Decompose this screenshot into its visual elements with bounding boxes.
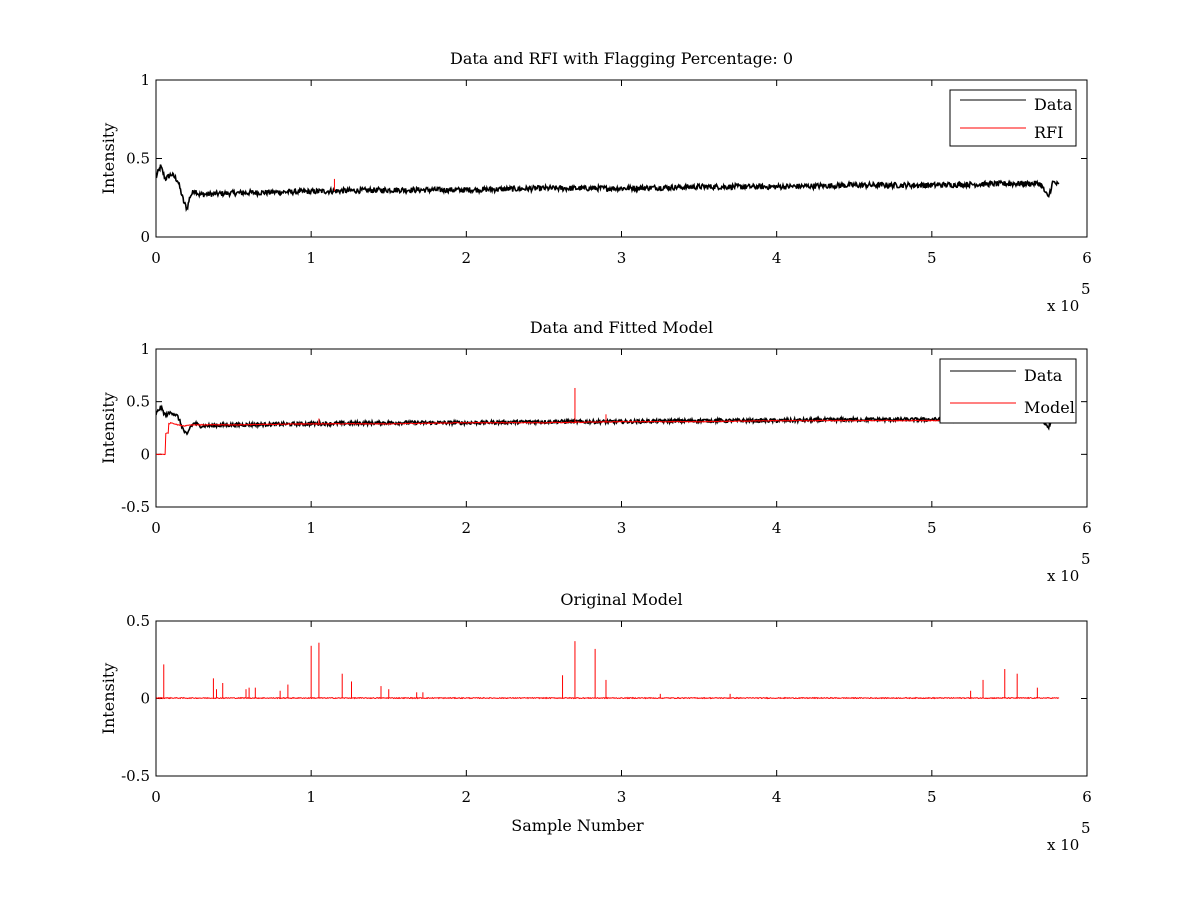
- plot-area: [156, 641, 1060, 700]
- x-tick-label: 5: [927, 249, 937, 267]
- series-line-data: [156, 404, 1060, 436]
- plot-area: [156, 387, 1060, 456]
- x-exponent-power: 5: [1081, 280, 1091, 298]
- x-exponent-label: x 10: [1047, 297, 1079, 315]
- y-axis-label: Intensity: [99, 123, 118, 195]
- legend-label: RFI: [1034, 123, 1063, 142]
- y-axis-label: Intensity: [99, 392, 118, 464]
- y-tick-label: 0: [140, 690, 150, 708]
- x-tick-label: 6: [1082, 788, 1092, 806]
- x-tick-label: 0: [151, 788, 161, 806]
- x-tick-label: 2: [462, 788, 472, 806]
- x-tick-label: 5: [927, 788, 937, 806]
- x-tick-label: 4: [772, 249, 782, 267]
- x-tick-label: 1: [306, 788, 316, 806]
- y-tick-label: 0.5: [126, 393, 150, 411]
- x-exponent-power: 5: [1081, 819, 1091, 837]
- x-tick-label: 3: [617, 788, 627, 806]
- x-exponent-label: x 10: [1047, 836, 1079, 854]
- x-tick-label: 1: [306, 519, 316, 537]
- y-axis-label: Intensity: [99, 663, 118, 735]
- chart-title: Data and RFI with Flagging Percentage: 0: [450, 49, 793, 68]
- x-tick-label: 0: [151, 519, 161, 537]
- y-tick-label: -0.5: [121, 498, 150, 516]
- legend-box: [949, 89, 1077, 147]
- series-line-data: [156, 164, 1060, 212]
- chart-title: Original Model: [560, 590, 682, 609]
- x-exponent-label: x 10: [1047, 567, 1079, 585]
- y-tick-label: 0: [140, 445, 150, 463]
- x-tick-label: 2: [462, 519, 472, 537]
- y-tick-label: 1: [140, 340, 150, 358]
- x-tick-label: 5: [927, 519, 937, 537]
- x-tick-label: 6: [1082, 519, 1092, 537]
- x-tick-label: 3: [617, 249, 627, 267]
- y-tick-label: 0.5: [126, 612, 150, 630]
- series-baseline: [156, 696, 1060, 700]
- x-tick-label: 4: [772, 519, 782, 537]
- legend: Data Model: [939, 358, 1077, 424]
- y-tick-label: 0.5: [126, 150, 150, 168]
- x-tick-label: 4: [772, 788, 782, 806]
- chart-title: Data and Fitted Model: [530, 318, 713, 337]
- x-tick-label: 1: [306, 249, 316, 267]
- x-exponent-power: 5: [1081, 550, 1091, 568]
- y-tick-label: -0.5: [121, 767, 150, 785]
- plot-area: [156, 164, 1060, 212]
- legend-label: Model: [1024, 398, 1075, 417]
- legend-label: Data: [1034, 95, 1073, 114]
- legend-box: [939, 358, 1077, 424]
- axes-frame: [155, 79, 1088, 238]
- x-axis-label: Sample Number: [511, 816, 644, 835]
- series-line-model: [156, 418, 1010, 456]
- legend: Data RFI: [949, 89, 1077, 147]
- x-tick-label: 6: [1082, 249, 1092, 267]
- legend-label: Data: [1024, 366, 1063, 385]
- y-tick-label: 0: [140, 228, 150, 246]
- x-tick-label: 3: [617, 519, 627, 537]
- y-tick-label: 1: [140, 71, 150, 89]
- x-tick-label: 2: [462, 249, 472, 267]
- x-tick-label: 0: [151, 249, 161, 267]
